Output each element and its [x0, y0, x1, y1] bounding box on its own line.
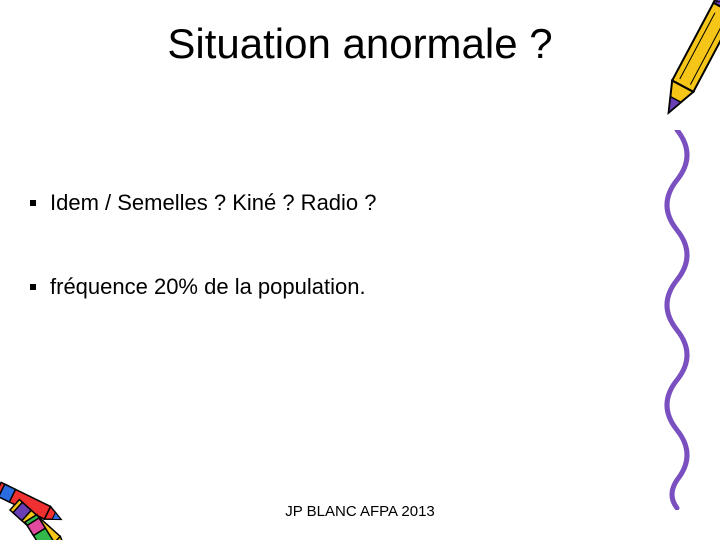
bullet-item: Idem / Semelles ? Kiné ? Radio ? — [30, 190, 590, 216]
bullet-text: fréquence 20% de la population. — [50, 274, 366, 300]
bullet-dot-icon — [30, 200, 36, 206]
bullet-dot-icon — [30, 284, 36, 290]
slide: Situation anormale ? Idem / Semelles ? K… — [0, 0, 720, 540]
bullet-text: Idem / Semelles ? Kiné ? Radio ? — [50, 190, 377, 216]
bullet-list: Idem / Semelles ? Kiné ? Radio ? fréquen… — [30, 190, 590, 358]
squiggle-icon — [652, 130, 702, 515]
bullet-item: fréquence 20% de la population. — [30, 274, 590, 300]
crayons-group-icon — [0, 440, 125, 545]
slide-title: Situation anormale ? — [0, 20, 720, 68]
